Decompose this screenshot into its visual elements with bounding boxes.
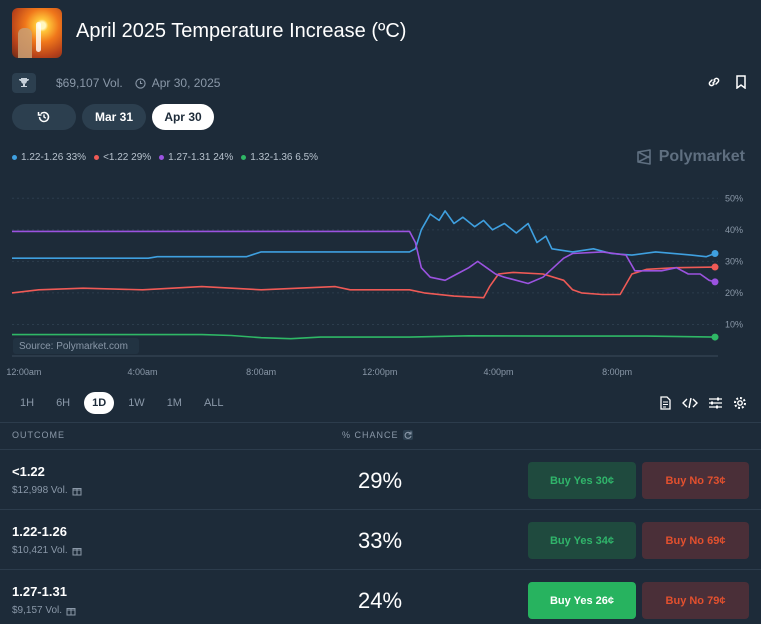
clock-icon bbox=[135, 77, 146, 89]
brand-name: Polymarket bbox=[658, 148, 745, 165]
buy-yes-button[interactable]: Buy Yes 30¢ bbox=[528, 462, 636, 499]
series-end-dot bbox=[711, 250, 719, 257]
source-text: Source: Polymarket.com bbox=[19, 341, 128, 352]
date-tabs: Mar 31 Apr 30 bbox=[12, 104, 214, 130]
bookmark-icon[interactable] bbox=[735, 75, 747, 94]
outcome-row[interactable]: <1.22 $12,998 Vol. 29% Buy Yes 30¢ Buy N… bbox=[0, 450, 761, 510]
chance-column-header[interactable]: % CHANCE bbox=[342, 430, 413, 440]
legend-dot bbox=[94, 155, 100, 160]
market-end-date: Apr 30, 2025 bbox=[151, 76, 221, 90]
buy-yes-button[interactable]: Buy Yes 34¢ bbox=[528, 522, 636, 559]
source-label: Source: Polymarket.com bbox=[13, 338, 139, 354]
outcome-name: <1.22 bbox=[12, 464, 45, 479]
outcome-column-header: OUTCOME bbox=[12, 430, 65, 440]
outcome-volume: $9,157 Vol. bbox=[12, 605, 76, 616]
outcome-volume-text: $9,157 Vol. bbox=[12, 605, 63, 616]
legend-label: <1.22 29% bbox=[103, 152, 152, 163]
outcome-volume: $10,421 Vol. bbox=[12, 545, 82, 556]
link-icon[interactable] bbox=[707, 75, 721, 94]
market-thumbnail bbox=[12, 8, 62, 58]
x-tick-label: 4:00pm bbox=[483, 367, 513, 377]
y-tick-label: 50% bbox=[725, 193, 743, 203]
series-line-2[interactable] bbox=[12, 230, 716, 285]
legend-item[interactable]: 1.32-1.36 6.5% bbox=[241, 152, 318, 163]
gift-icon bbox=[72, 547, 82, 555]
market-title: April 2025 Temperature Increase (ºC) bbox=[76, 20, 407, 42]
gift-icon bbox=[72, 487, 82, 495]
embed-code-icon[interactable] bbox=[682, 396, 698, 415]
range-button-1m[interactable]: 1M bbox=[166, 397, 182, 409]
legend-label: 1.22-1.26 33% bbox=[21, 152, 87, 163]
range-button-6h[interactable]: 6H bbox=[56, 397, 71, 409]
outcome-chance: 29% bbox=[357, 468, 403, 493]
series-end-dot bbox=[711, 263, 719, 271]
legend-dot bbox=[159, 155, 165, 160]
legend-dot bbox=[241, 155, 247, 160]
history-icon bbox=[37, 111, 50, 123]
market-volume: $69,107 Vol. bbox=[56, 76, 123, 90]
outcome-volume-text: $10,421 Vol. bbox=[12, 545, 68, 556]
sliders-icon[interactable] bbox=[708, 396, 723, 415]
series-end-dot bbox=[711, 333, 719, 341]
x-tick-label: 12:00pm bbox=[362, 367, 397, 377]
document-icon[interactable] bbox=[659, 396, 672, 415]
outcome-name: 1.22-1.26 bbox=[12, 524, 67, 539]
refresh-icon bbox=[402, 430, 413, 440]
buy-no-button[interactable]: Buy No 73¢ bbox=[642, 462, 749, 499]
series-end-dot bbox=[711, 278, 719, 286]
polymarket-icon bbox=[636, 149, 651, 165]
series-line-0[interactable] bbox=[12, 210, 716, 259]
y-tick-label: 10% bbox=[725, 319, 743, 329]
price-chart[interactable]: 10% 20% 30% 40% 50% 12:00am 4:00am 8:00am 12:00p… bbox=[0, 178, 761, 382]
y-tick-label: 30% bbox=[725, 256, 743, 266]
outcome-row[interactable]: 1.22-1.26 $10,421 Vol. 33% Buy Yes 34¢ B… bbox=[0, 510, 761, 570]
buy-yes-button[interactable]: Buy Yes 26¢ bbox=[528, 582, 636, 619]
outcome-volume-text: $12,998 Vol. bbox=[12, 485, 68, 496]
outcome-chance: 33% bbox=[357, 528, 403, 553]
range-button-all[interactable]: ALL bbox=[203, 397, 224, 409]
buy-no-button[interactable]: Buy No 79¢ bbox=[642, 582, 749, 619]
chance-header-label: % CHANCE bbox=[342, 430, 399, 440]
legend-item[interactable]: 1.22-1.26 33% bbox=[12, 152, 86, 163]
range-button-1d[interactable]: 1D bbox=[84, 392, 115, 414]
y-tick-label: 20% bbox=[725, 288, 743, 298]
gift-icon bbox=[66, 607, 76, 615]
history-button[interactable] bbox=[12, 104, 76, 130]
series-line-1[interactable] bbox=[11, 266, 716, 299]
trophy-icon[interactable] bbox=[12, 73, 36, 93]
polymarket-logo: Polymarket bbox=[635, 148, 745, 166]
legend-item[interactable]: <1.22 29% bbox=[94, 152, 151, 163]
market-meta: $69,107 Vol. Apr 30, 2025 bbox=[12, 73, 220, 93]
tab-apr-30[interactable]: Apr 30 bbox=[152, 104, 214, 130]
tab-mar-31[interactable]: Mar 31 bbox=[82, 104, 146, 130]
time-range-selector: 1H 6H 1D 1W 1M ALL bbox=[12, 392, 232, 414]
outcome-volume: $12,998 Vol. bbox=[12, 485, 82, 496]
series-line-3[interactable] bbox=[12, 333, 716, 340]
legend-item[interactable]: 1.27-1.31 24% bbox=[159, 152, 233, 163]
buy-no-button[interactable]: Buy No 69¢ bbox=[642, 522, 749, 559]
chart-legend: 1.22-1.26 33% <1.22 29% 1.27-1.31 24% 1.32-… bbox=[12, 152, 318, 163]
x-tick-label: 8:00pm bbox=[602, 367, 632, 377]
gear-icon[interactable] bbox=[733, 396, 747, 415]
y-tick-label: 40% bbox=[725, 225, 743, 235]
range-button-1w[interactable]: 1W bbox=[128, 397, 145, 409]
outcome-chance: 24% bbox=[357, 588, 403, 613]
legend-label: 1.27-1.31 24% bbox=[168, 152, 234, 163]
legend-label: 1.32-1.36 6.5% bbox=[250, 152, 319, 163]
range-button-1h[interactable]: 1H bbox=[20, 397, 35, 409]
x-tick-label: 8:00am bbox=[246, 367, 276, 377]
x-tick-label: 4:00am bbox=[127, 367, 157, 377]
legend-dot bbox=[12, 155, 17, 160]
outcome-row[interactable]: 1.27-1.31 $9,157 Vol. 24% Buy Yes 26¢ Bu… bbox=[0, 570, 761, 624]
x-tick-label: 12:00am bbox=[6, 367, 41, 377]
outcome-name: 1.27-1.31 bbox=[12, 584, 67, 599]
